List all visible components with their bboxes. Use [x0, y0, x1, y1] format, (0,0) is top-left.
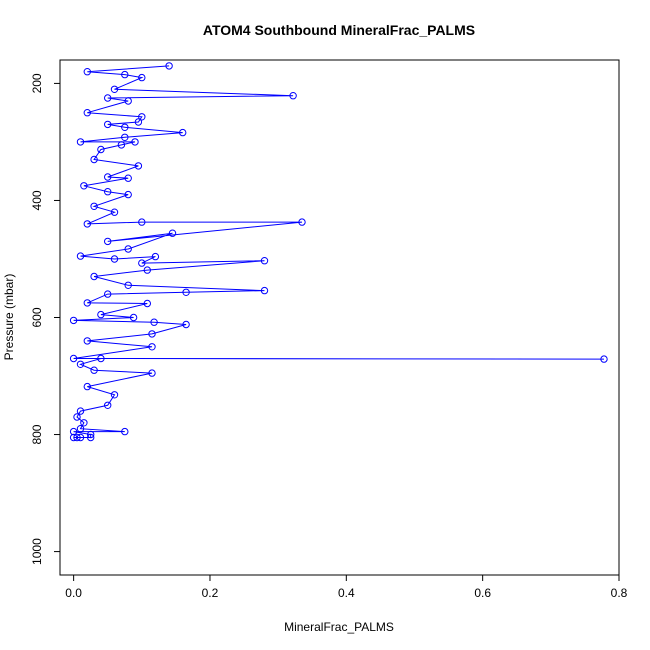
data-point: [124, 190, 132, 199]
data-point: [83, 68, 92, 76]
data-point: [76, 425, 85, 433]
data-point: [121, 123, 129, 132]
data-point: [110, 208, 119, 216]
data-point: [110, 391, 119, 399]
series-line: [73, 65, 605, 438]
x-tick-label: 0.6: [474, 586, 491, 600]
data-point: [143, 266, 152, 274]
data-point: [129, 313, 138, 322]
data-point: [80, 419, 88, 427]
x-tick-label: 0.8: [611, 586, 628, 600]
data-point: [83, 382, 92, 391]
data-point: [90, 366, 98, 374]
data-point: [104, 173, 112, 181]
data-point: [182, 288, 190, 296]
data-point: [69, 354, 78, 363]
data-point: [121, 427, 129, 436]
plot-frame: [59, 59, 620, 576]
data-point: [104, 237, 112, 246]
y-tick-label: 800: [30, 424, 44, 444]
data-point: [260, 286, 269, 295]
data-point: [289, 92, 297, 100]
data-point: [134, 118, 143, 126]
data-point: [165, 62, 173, 70]
x-tick-label: 0.0: [65, 586, 82, 600]
data-point: [97, 310, 105, 319]
data-point: [69, 427, 78, 436]
y-tick-label: 400: [30, 190, 44, 210]
data-point: [143, 299, 152, 308]
y-tick-label: 200: [30, 73, 44, 93]
axes-layer: 0.0 0.2 0.4 0.6 0.8 200 400 600 800 1000: [30, 73, 627, 600]
data-point: [179, 128, 187, 137]
data-point: [134, 162, 143, 170]
data-point: [87, 433, 95, 442]
data-point: [104, 401, 112, 409]
data-point: [138, 259, 146, 267]
data-point: [168, 229, 177, 237]
data-point: [73, 433, 81, 442]
data-layer: [69, 62, 608, 442]
data-point: [76, 360, 85, 368]
data-point: [83, 220, 92, 228]
data-point: [131, 138, 139, 146]
chart-title: ATOM4 Southbound MineralFrac_PALMS: [203, 22, 475, 38]
data-point: [69, 316, 78, 325]
data-point: [76, 407, 85, 415]
data-point: [117, 141, 126, 149]
data-point: [83, 299, 92, 307]
data-point: [124, 174, 132, 182]
data-point: [298, 218, 306, 226]
x-tick-label: 0.4: [338, 586, 355, 600]
data-point: [260, 257, 269, 265]
data-point: [90, 202, 98, 211]
y-tick-label: 1000: [30, 538, 44, 565]
data-point: [148, 330, 156, 338]
data-point: [104, 120, 112, 129]
data-point: [124, 281, 132, 289]
x-tick-label: 0.2: [202, 586, 219, 600]
data-point: [76, 433, 85, 442]
data-point: [110, 85, 119, 94]
data-point: [104, 94, 112, 102]
data-point: [104, 290, 112, 298]
data-point: [76, 252, 85, 260]
data-point: [148, 369, 156, 377]
y-axis-label: Pressure (mbar): [2, 274, 16, 361]
data-point: [150, 318, 158, 326]
data-point: [148, 343, 156, 351]
data-point: [110, 255, 119, 263]
data-point: [121, 70, 129, 79]
data-point: [83, 109, 92, 117]
data-point: [138, 73, 146, 82]
data-point: [182, 320, 190, 329]
data-point: [600, 355, 608, 363]
data-point: [97, 145, 105, 154]
data-point: [80, 182, 88, 190]
x-axis-label: MineralFrac_PALMS: [284, 620, 394, 634]
data-point: [83, 337, 92, 345]
data-point: [90, 272, 98, 281]
y-tick-label: 600: [30, 307, 44, 327]
data-point: [97, 354, 105, 363]
data-point: [138, 218, 146, 226]
data-point: [138, 113, 146, 121]
data-point: [121, 133, 129, 142]
data-point: [90, 155, 98, 164]
data-point: [87, 430, 95, 439]
data-point: [124, 245, 132, 253]
data-point: [73, 413, 81, 421]
data-point: [104, 188, 112, 196]
data-point: [76, 138, 85, 146]
data-point: [151, 252, 160, 261]
data-point: [124, 97, 132, 105]
